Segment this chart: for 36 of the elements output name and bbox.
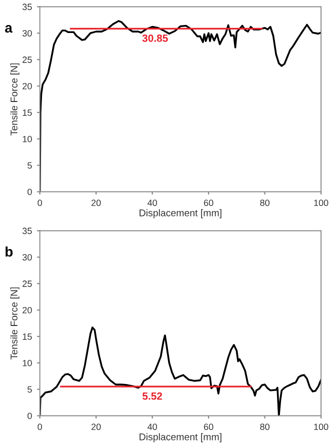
x-tick-label: 60 [204,424,214,430]
annotation: 5.52 [142,392,162,400]
y-tick-label: 35 [22,228,32,234]
y-tick-label: 10 [22,136,32,142]
x-tick-label: 20 [92,200,101,206]
y-tick-label: 30 [22,254,32,261]
x-tick-label: 80 [260,200,270,206]
x-axis-title: Displacement [mm] [140,209,222,218]
y-tick-label: 25 [22,280,32,287]
y-tick-label: 15 [22,334,32,340]
y-tick-label: 30 [22,30,32,37]
y-axis-title: Tensile Force [N] [10,287,20,360]
text: a [5,25,12,33]
y-axis-title: Tensile Force [N] [10,63,20,136]
x-axis-title: Displacement [mm] [140,433,222,442]
y-tick-label: 0 [28,188,32,196]
x-tick-label: 40 [148,200,157,206]
y-tick-label: 20 [22,306,32,314]
x-tick-label: 80 [260,424,270,430]
x-tick-label: 60 [204,200,214,206]
annotation: 30.85 [142,34,168,42]
y-tick-label: 25 [22,56,32,63]
y-tick-label: 20 [22,82,32,90]
text: b [6,246,13,257]
x-tick-label: 100 [314,200,328,206]
y-tick-label: 5 [28,162,32,169]
y-tick-label: 0 [28,412,32,420]
y-tick-label: 15 [22,110,32,116]
x-tick-label: 0 [38,200,42,206]
y-tick-label: 10 [22,360,32,366]
x-tick-label: 20 [92,424,101,430]
x-tick-label: 0 [38,424,42,430]
y-tick-label: 5 [28,386,32,393]
x-tick-label: 40 [148,424,157,430]
y-tick-label: 35 [22,4,32,10]
x-tick-label: 100 [314,424,328,430]
